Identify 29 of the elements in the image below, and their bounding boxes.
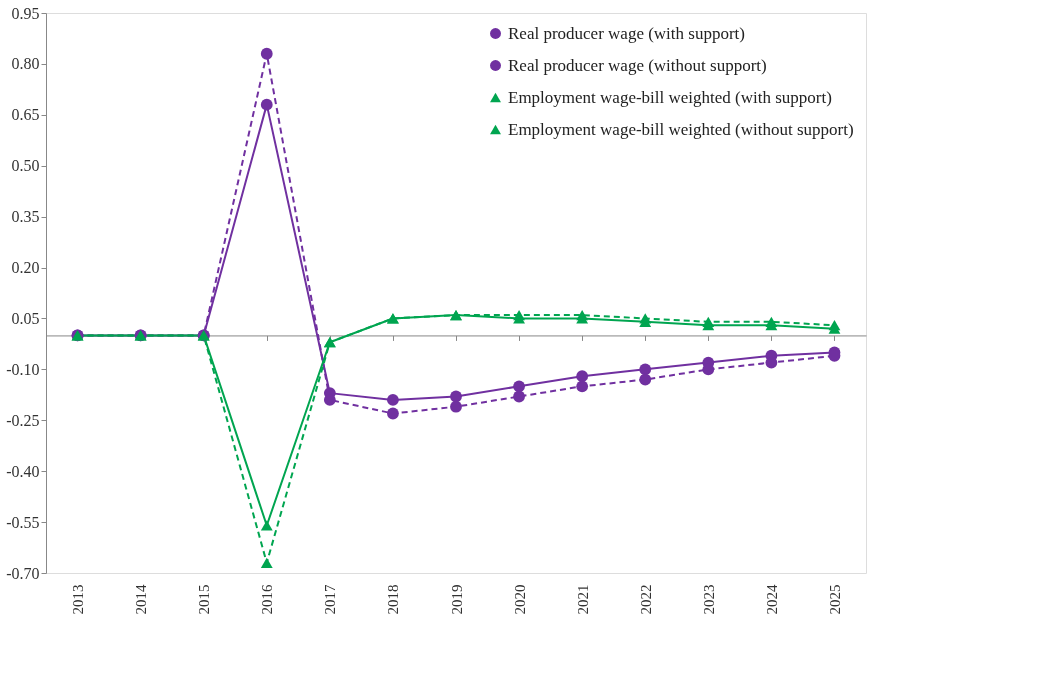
x-tick-label: 2013 [70,584,87,615]
x-tick-label: 2022 [637,584,654,615]
legend-label: Real producer wage (with support) [508,23,745,43]
x-tick-label: 2020 [511,584,528,615]
y-tick-label: -0.55 [6,513,40,531]
y-tick-label: 0.95 [11,4,40,22]
legend-label: Employment wage-bill weighted (with support) [508,87,832,107]
x-tick-label: 2024 [763,584,780,615]
y-tick-label: -0.70 [6,564,40,582]
y-tick-label: -0.25 [6,411,40,429]
x-tick-label: 2014 [133,584,150,615]
y-tick-label: 0.50 [11,157,40,175]
x-tick-label: 2025 [826,584,843,615]
x-tick-label: 2021 [574,584,591,615]
y-tick-label: 0.35 [11,208,40,226]
legend-label: Real producer wage (without support) [508,55,767,75]
y-tick-label: -0.40 [6,462,40,480]
y-tick-label: 0.20 [11,259,40,277]
x-tick-label: 2023 [700,584,717,615]
x-tick-label: 2017 [322,584,339,615]
legend-label: Employment wage-bill weighted (without support) [508,119,854,139]
x-tick-label: 2018 [385,584,402,615]
y-tick-label: -0.10 [6,360,40,378]
x-tick-label: 2015 [196,584,213,615]
y-tick-label: 0.05 [11,309,40,327]
y-tick-label: 0.65 [11,106,40,124]
x-tick-label: 2019 [448,584,465,615]
y-tick-label: 0.80 [11,55,40,73]
x-tick-label: 2016 [259,584,276,615]
